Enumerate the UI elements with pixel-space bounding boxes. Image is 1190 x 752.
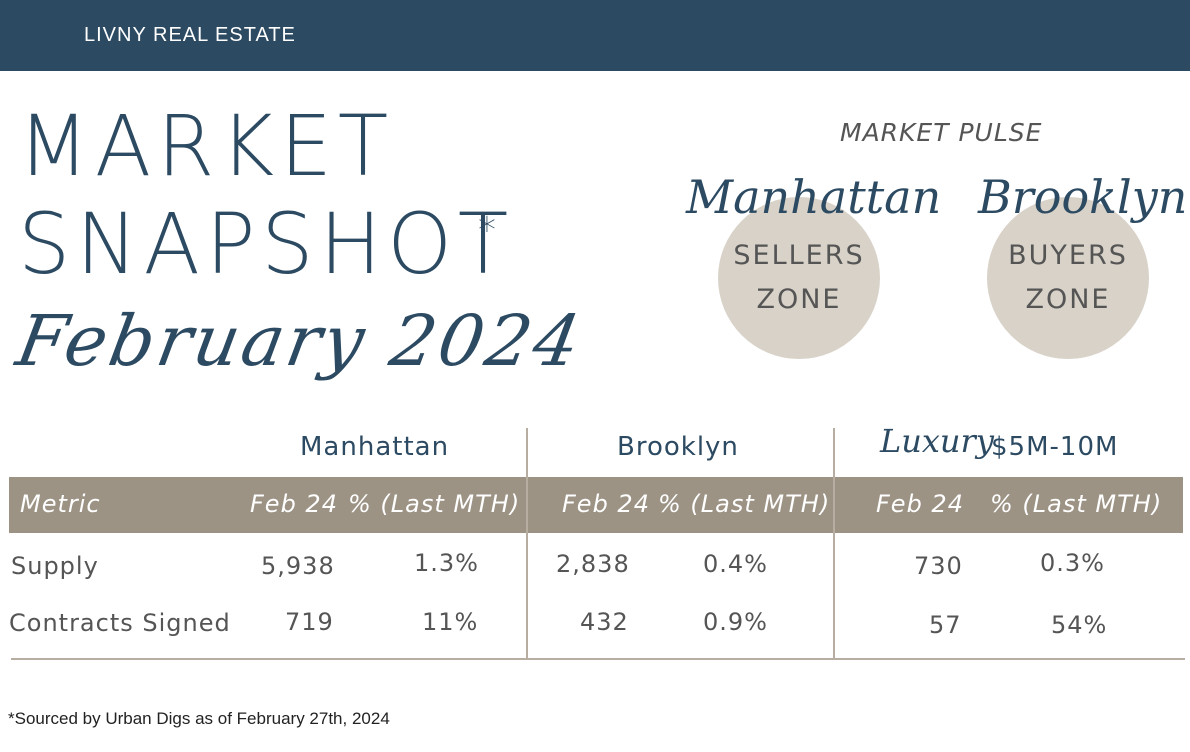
column-header-brooklyn-change: % (Last MTH)	[658, 490, 831, 518]
title-asterisk: *	[478, 210, 496, 251]
column-header-metric: Metric	[20, 490, 101, 518]
column-header-bar	[9, 477, 1183, 533]
column-header-manhattan-change: % (Last MTH)	[348, 490, 521, 518]
brooklyn-zone-line-2: ZONE	[1025, 284, 1111, 315]
group-header-manhattan: Manhattan	[300, 432, 450, 462]
table-cell: 719	[285, 608, 334, 636]
brooklyn-zone-line-1: BUYERS	[1008, 240, 1128, 271]
column-header-brooklyn-current: Feb 24	[562, 490, 650, 518]
title-line-2: SNAPSHOT	[18, 195, 515, 293]
pulse-city-manhattan: Manhattan	[686, 170, 942, 224]
column-header-luxury-current: Feb 24	[876, 490, 964, 518]
report-month: February 2024	[10, 300, 589, 382]
table-cell: 5,938	[261, 552, 335, 580]
brooklyn-zone-badge: BUYERS ZONE	[987, 197, 1149, 359]
group-header-luxury-script: Luxury	[880, 422, 994, 460]
table-cell: 1.3%	[414, 549, 479, 577]
table-cell: 0.9%	[703, 608, 768, 636]
header-band	[0, 0, 1190, 71]
group-header-luxury-range: $5M-10M	[991, 432, 1119, 462]
table-row-metric: Supply	[11, 552, 99, 580]
title-line-1: MARKET	[18, 97, 395, 195]
table-cell: 11%	[422, 608, 479, 636]
table-row-metric: Contracts Signed	[9, 609, 231, 637]
table-cell: 432	[580, 608, 629, 636]
manhattan-zone-badge: SELLERS ZONE	[718, 197, 880, 359]
market-pulse-label: MARKET PULSE	[840, 118, 1043, 147]
table-bottom-rule	[11, 658, 1185, 660]
manhattan-zone-line-2: ZONE	[756, 284, 842, 315]
brand-name: LIVNY REAL ESTATE	[84, 24, 296, 46]
column-header-manhattan-current: Feb 24	[250, 490, 338, 518]
pulse-city-brooklyn: Brooklyn	[978, 170, 1188, 224]
table-cell: 57	[929, 611, 962, 639]
group-header-brooklyn: Brooklyn	[617, 432, 739, 462]
manhattan-zone-line-1: SELLERS	[733, 240, 865, 271]
table-cell: 54%	[1051, 611, 1108, 639]
source-footnote: *Sourced by Urban Digs as of February 27…	[8, 709, 390, 728]
column-divider	[833, 428, 835, 660]
table-cell: 730	[914, 552, 963, 580]
table-cell: 0.4%	[703, 550, 768, 578]
column-divider	[526, 428, 528, 660]
table-cell: 0.3%	[1040, 549, 1105, 577]
table-cell: 2,838	[556, 550, 630, 578]
column-header-luxury-change: % (Last MTH)	[990, 490, 1163, 518]
